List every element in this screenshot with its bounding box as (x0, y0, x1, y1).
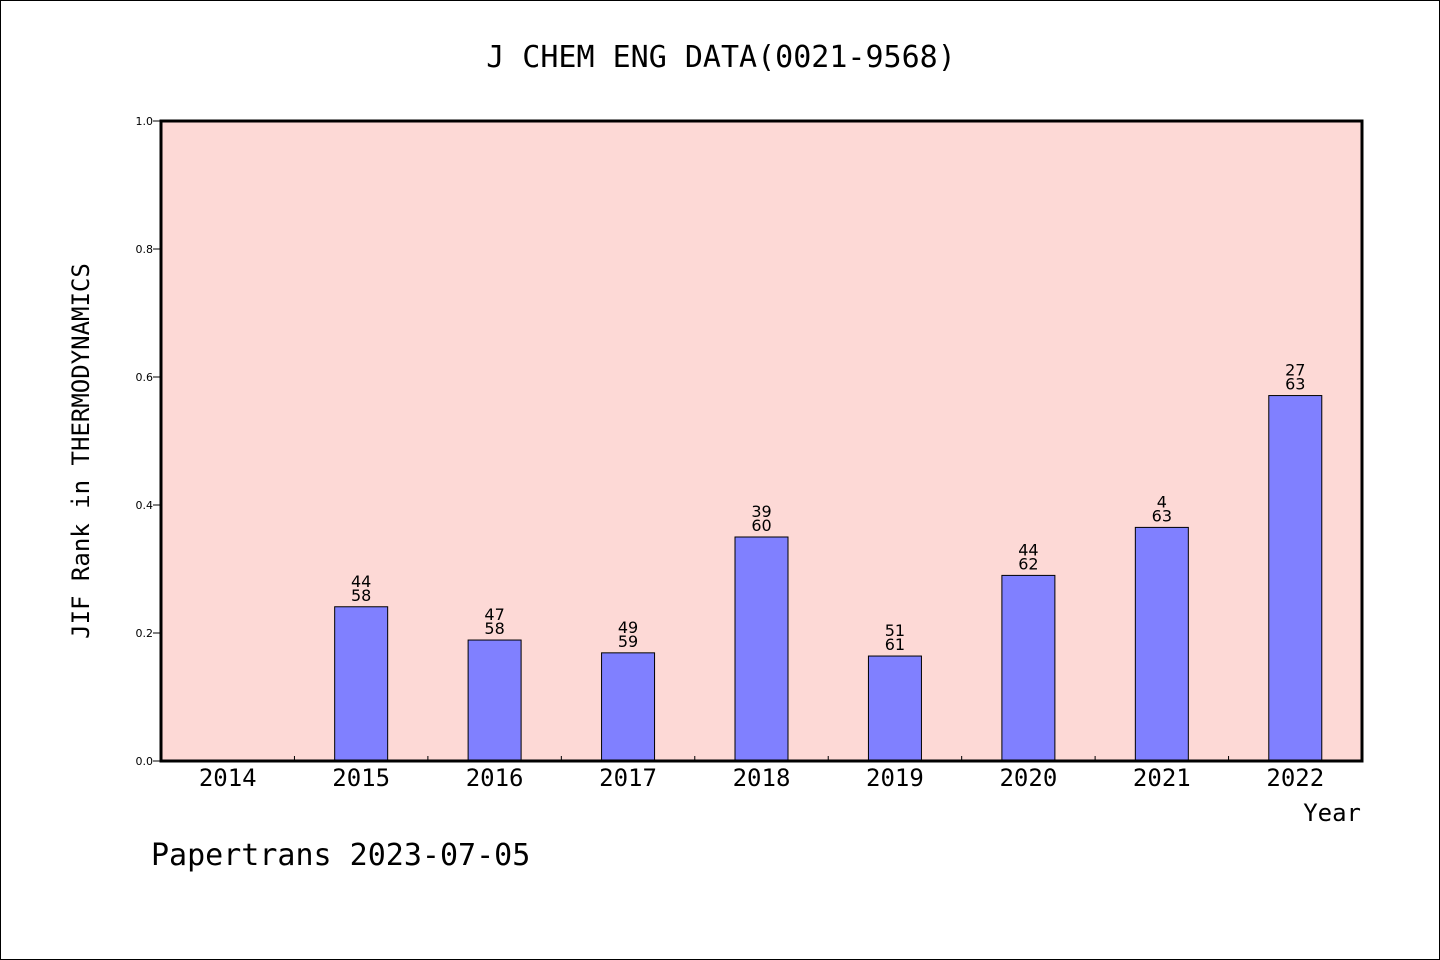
bar-2018 (734, 536, 789, 762)
y-tick-label: 0.2 (136, 627, 154, 640)
chart-title: J CHEM ENG DATA(0021-9568) (486, 40, 956, 75)
bars-layer (334, 395, 1323, 762)
bar-total-label-2015: 58 (351, 586, 371, 605)
x-axis-ticks: 2014 2015 2016 2017 2018 2019 2020 2021 2022 (199, 756, 1324, 792)
x-tick-label: 2018 (733, 764, 791, 792)
x-tick-label: 2019 (866, 764, 924, 792)
x-tick-label: 2021 (1133, 764, 1191, 792)
x-axis-label: Year (1303, 799, 1361, 827)
bar-total-label-2018: 60 (751, 516, 771, 535)
y-axis-label: JIF Rank in THERMODYNAMICS (67, 263, 95, 639)
bar-rank-label-2017: 49 (618, 618, 638, 637)
plot-frame (159, 119, 1364, 763)
x-tick-label: 2015 (332, 764, 390, 792)
x-tick-label: 2014 (199, 764, 257, 792)
bar-total-label-2019: 61 (885, 635, 905, 654)
bar-2020 (1001, 574, 1056, 762)
bar-rank-label-2015: 44 (351, 572, 371, 591)
bar-rank-label-2022: 27 (1285, 361, 1305, 380)
y-axis-ticks: 0.0 0.2 0.4 0.6 0.8 1.0 (136, 115, 161, 768)
x-tick-label: 2016 (466, 764, 524, 792)
x-tick-label: 2017 (599, 764, 657, 792)
bar-rank-label-2016: 47 (484, 605, 504, 624)
bar-total-label-2021: 63 (1152, 506, 1172, 525)
bar-2019 (867, 655, 922, 762)
bar-total-label-2020: 62 (1018, 554, 1038, 573)
y-tick-label: 0.4 (136, 499, 154, 512)
bar-total-label-2016: 58 (484, 619, 504, 638)
bar-total-label-2022: 63 (1285, 375, 1305, 394)
bar-2017 (601, 652, 656, 762)
y-tick-label: 0.6 (136, 371, 154, 384)
bar-rank-label-2020: 44 (1018, 540, 1038, 559)
bar-rank-label-2019: 51 (885, 621, 905, 640)
x-tick-label: 2022 (1266, 764, 1324, 792)
bar-rank-label-2021: 4 (1157, 492, 1167, 511)
bar-2021 (1134, 526, 1189, 762)
footer-text: Papertrans 2023-07-05 (151, 838, 530, 873)
x-tick-label: 2020 (999, 764, 1057, 792)
y-tick-label: 0.8 (136, 243, 154, 256)
bar-2022 (1268, 395, 1323, 762)
bar-2015 (334, 606, 389, 762)
bar-rank-label-2018: 39 (751, 502, 771, 521)
y-tick-label: 0.0 (136, 755, 154, 768)
bar-total-label-2017: 59 (618, 632, 638, 651)
bar-2016 (467, 639, 522, 762)
y-tick-label: 1.0 (136, 115, 154, 128)
